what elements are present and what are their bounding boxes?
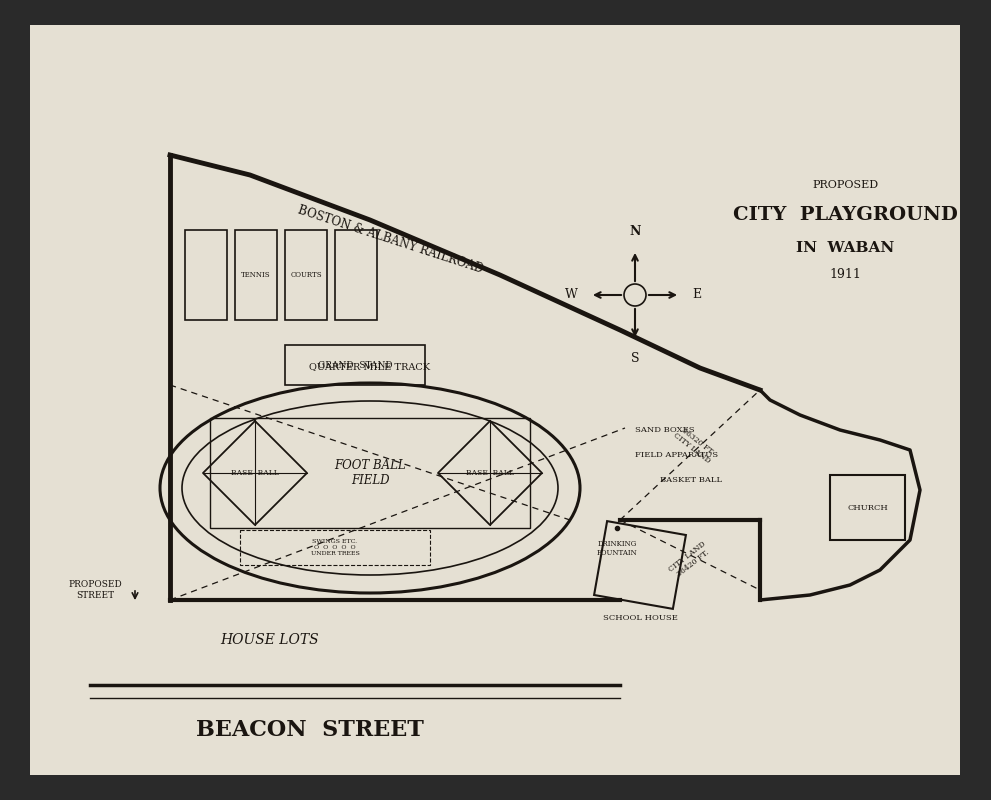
Text: CHURCH: CHURCH <box>847 503 888 511</box>
Text: SCHOOL HOUSE: SCHOOL HOUSE <box>603 614 678 622</box>
Text: S: S <box>630 352 639 365</box>
Text: BOSTON & ALBANY RAILROAD: BOSTON & ALBANY RAILROAD <box>295 204 485 276</box>
Bar <box>594 521 686 609</box>
Text: FOOT BALL
FIELD: FOOT BALL FIELD <box>334 459 405 487</box>
Text: SAND BOXES: SAND BOXES <box>635 426 695 434</box>
Bar <box>235 230 277 320</box>
Text: BASE  BALL: BASE BALL <box>231 469 278 477</box>
Text: QUARTER MILE TRACK: QUARTER MILE TRACK <box>309 362 430 371</box>
Text: N: N <box>629 225 641 238</box>
Text: CITY  PLAYGROUND: CITY PLAYGROUND <box>732 206 957 224</box>
Bar <box>335 230 377 320</box>
Text: BASKET BALL: BASKET BALL <box>660 476 722 484</box>
Text: SWINGS ETC.
O  O  O  O  O
UNDER TREES: SWINGS ETC. O O O O O UNDER TREES <box>310 539 360 556</box>
Text: TENNIS: TENNIS <box>241 271 271 279</box>
Bar <box>285 345 425 385</box>
Text: HOUSE LOTS: HOUSE LOTS <box>221 633 319 647</box>
Text: PROPOSED
STREET: PROPOSED STREET <box>68 580 122 600</box>
Text: CITY LAND
36420 FT.: CITY LAND 36420 FT. <box>667 539 713 581</box>
Text: DRINKING
FOUNTAIN: DRINKING FOUNTAIN <box>597 540 637 557</box>
Text: IN  WABAN: IN WABAN <box>796 241 894 255</box>
Bar <box>285 230 327 320</box>
Text: BEACON  STREET: BEACON STREET <box>196 719 424 741</box>
Bar <box>830 475 905 540</box>
Bar <box>185 230 227 320</box>
Text: FIELD APPARATUS: FIELD APPARATUS <box>635 451 718 459</box>
Bar <box>210 418 530 528</box>
Text: GRAND  STAND: GRAND STAND <box>318 361 392 370</box>
Text: 1911: 1911 <box>829 269 861 282</box>
Text: E: E <box>692 289 701 302</box>
Bar <box>240 530 430 565</box>
Text: W: W <box>565 289 578 302</box>
Text: COURTS: COURTS <box>290 271 322 279</box>
Text: 36320 FT.
CITY LAND: 36320 FT. CITY LAND <box>672 425 717 466</box>
Text: BASE  BALL: BASE BALL <box>466 469 514 477</box>
Text: PROPOSED: PROPOSED <box>812 180 878 190</box>
